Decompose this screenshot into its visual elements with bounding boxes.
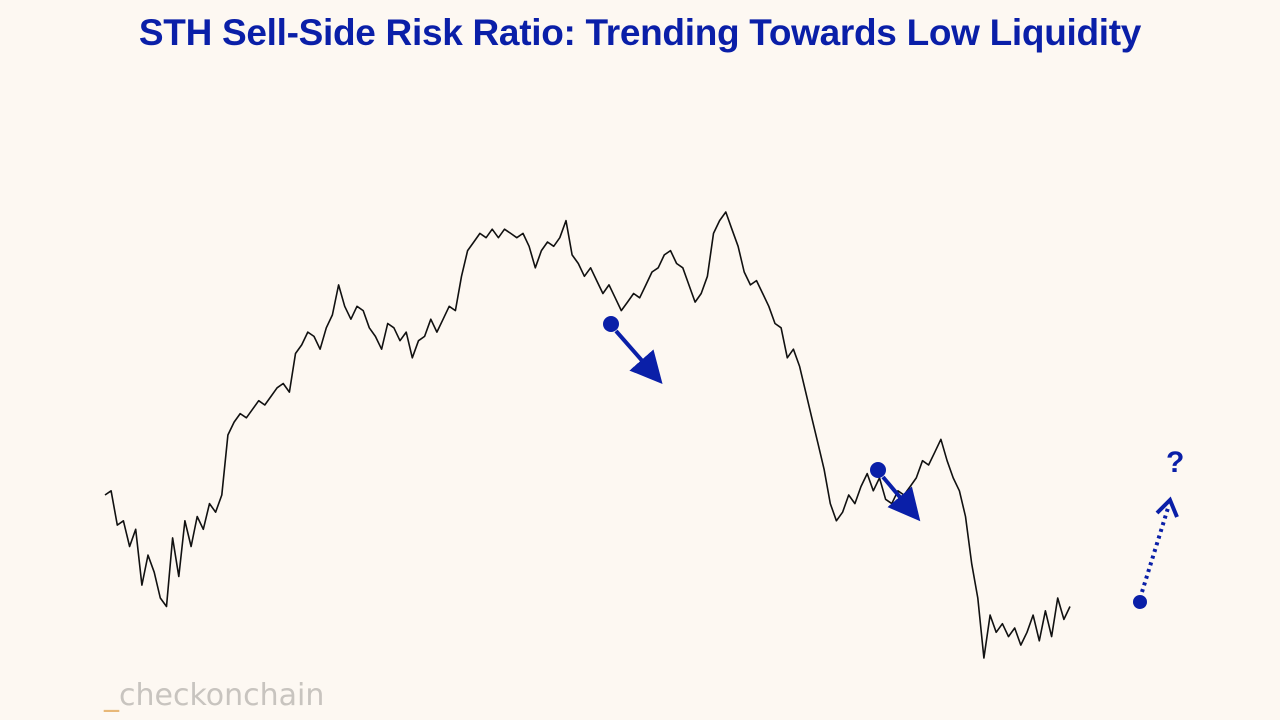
watermark-prefix: _: [104, 678, 119, 713]
annotation-arrow-up-dotted: ?: [1133, 446, 1184, 609]
annotation-question-mark: ?: [1166, 446, 1184, 479]
annotation-arrow-down-2: [870, 462, 921, 522]
annotation-dot: [870, 462, 886, 478]
chart-title: STH Sell-Side Risk Ratio: Trending Towar…: [138, 12, 1142, 53]
annotation-arrow-dotted: [1140, 507, 1170, 593]
watermark-text: checkonchain: [119, 678, 325, 713]
annotation-dot: [603, 316, 619, 332]
annotation-arrowhead: [1155, 496, 1179, 518]
series-line: [104, 211, 1071, 659]
annotation-dot: [1133, 595, 1147, 609]
annotation-arrow: [614, 329, 663, 385]
annotation-arrow-down-1: [603, 316, 663, 385]
annotation-arrow: [881, 475, 921, 522]
watermark-logo: _checkonchain: [104, 678, 324, 713]
